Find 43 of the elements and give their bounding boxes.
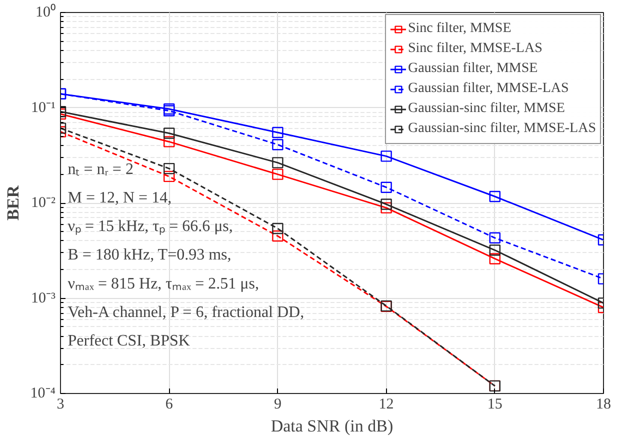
point [489,190,500,202]
annotation: M = 12, N = 14, [68,190,172,207]
annotation: Perfect CSI, BPSK [68,332,190,350]
point [489,232,500,244]
y-tick-label: 10⁻⁴ [30,386,56,402]
legend-label: Sinc filter, MMSE [408,21,512,37]
x-tick-label: 15 [487,396,502,412]
x-tick-label: 9 [274,396,282,412]
y-tick-label: 10⁰ [36,4,56,20]
point [272,139,284,150]
point [272,222,284,234]
annotation: νₚ = 15 kHz, τₚ = 66.6 μs, [68,218,233,236]
legend-label: Gaussian-sinc filter, MMSE [408,101,565,117]
point [380,182,392,193]
point [272,157,284,168]
point [489,244,500,256]
x-tick-label: 12 [378,396,394,412]
y-tick-label: 10⁻¹ [31,100,56,116]
legend-label: Gaussian filter, MMSE [408,61,538,77]
point [380,150,392,162]
point [272,230,284,242]
y-tick-label: 10⁻² [31,195,56,211]
y-tick-label: 10⁻³ [31,290,56,306]
x-tick-label: 6 [165,396,174,412]
y-axis-title: BER [3,184,22,220]
annotation: B = 180 kHz, T=0.93 ms, [68,246,232,264]
x-axis-title: Data SNR (in dB) [270,416,394,436]
x-tick-label: 3 [56,396,64,412]
point [164,170,175,182]
legend-label: Gaussian-sinc filter, MMSE-LAS [408,121,596,137]
legend-label: Gaussian filter, MMSE-LAS [408,81,569,97]
point [164,162,175,174]
legend-label: Sinc filter, MMSE-LAS [408,41,542,57]
point [380,198,392,210]
point [164,128,175,139]
point [272,126,284,138]
x-tick-label: 18 [596,396,611,412]
point [164,136,175,148]
point [272,168,284,180]
annotation: Veh-A channel, P = 6, fractional DD, [68,304,304,321]
annotation: nₜ = nᵣ = 2 [68,160,134,178]
point [489,253,500,264]
annotation: νₘₐₓ = 815 Hz, τₘₐₓ = 2.51 μs, [68,275,259,292]
